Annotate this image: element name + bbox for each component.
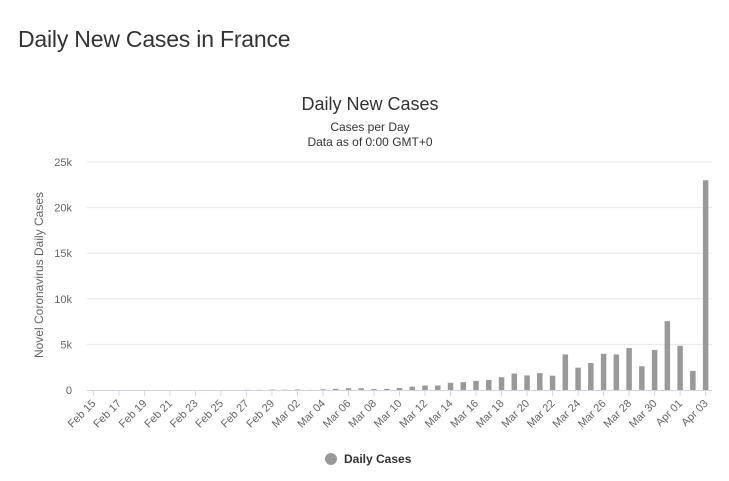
x-tick-label: Apr 01 [654, 398, 685, 429]
y-tick-label: 20k [54, 203, 72, 215]
bar[interactable] [575, 367, 581, 390]
bar[interactable] [639, 366, 645, 390]
legend-label[interactable]: Daily Cases [344, 452, 412, 466]
bar[interactable] [358, 388, 364, 390]
x-tick-label: Apr 03 [679, 398, 710, 429]
bar[interactable] [600, 353, 607, 390]
bar[interactable] [498, 377, 505, 390]
bar[interactable] [447, 382, 454, 390]
bar[interactable] [562, 354, 569, 390]
bar[interactable] [677, 345, 683, 390]
bar[interactable] [371, 389, 377, 390]
bar[interactable] [294, 389, 301, 390]
bar[interactable] [409, 386, 416, 390]
legend[interactable]: Daily Cases [325, 452, 412, 466]
bar[interactable] [345, 388, 352, 390]
bar[interactable] [383, 388, 390, 390]
chart-subtitle-line-2: Data as of 0:00 GMT+0 [307, 135, 432, 149]
bar[interactable] [473, 380, 479, 390]
bar[interactable] [651, 349, 658, 390]
bar[interactable] [626, 348, 632, 390]
y-tick-label: 0 [66, 385, 72, 397]
bar[interactable] [613, 354, 620, 390]
y-tick-label: 10k [54, 294, 72, 306]
grid-lines: 0 5k 10k 15k 20k 25k [54, 157, 712, 397]
bar[interactable] [435, 385, 441, 390]
chart-title: Daily New Cases [301, 94, 438, 114]
page-title: Daily New Cases in France [18, 26, 291, 52]
bar[interactable] [422, 385, 428, 390]
bar[interactable] [524, 375, 530, 390]
bar[interactable] [537, 373, 543, 390]
y-tick-label: 5k [60, 339, 72, 351]
legend-marker [325, 453, 337, 465]
bar[interactable] [664, 321, 671, 390]
bar[interactable] [702, 180, 709, 390]
bar-series [218, 180, 709, 390]
bar[interactable] [460, 382, 467, 390]
y-tick-label: 15k [54, 248, 72, 260]
bar[interactable] [588, 363, 594, 390]
bar[interactable] [511, 373, 518, 390]
bar[interactable] [690, 370, 696, 390]
bar[interactable] [320, 389, 326, 390]
bar[interactable] [396, 387, 403, 390]
y-tick-label: 25k [54, 157, 72, 169]
x-tick-label: Mar 30 [627, 398, 660, 431]
y-axis-label: Novel Coronavirus Daily Cases [32, 192, 46, 358]
chart-subtitle-line-1: Cases per Day [330, 120, 409, 134]
bar[interactable] [549, 375, 556, 390]
bar[interactable] [332, 388, 339, 390]
bar[interactable] [486, 379, 492, 390]
